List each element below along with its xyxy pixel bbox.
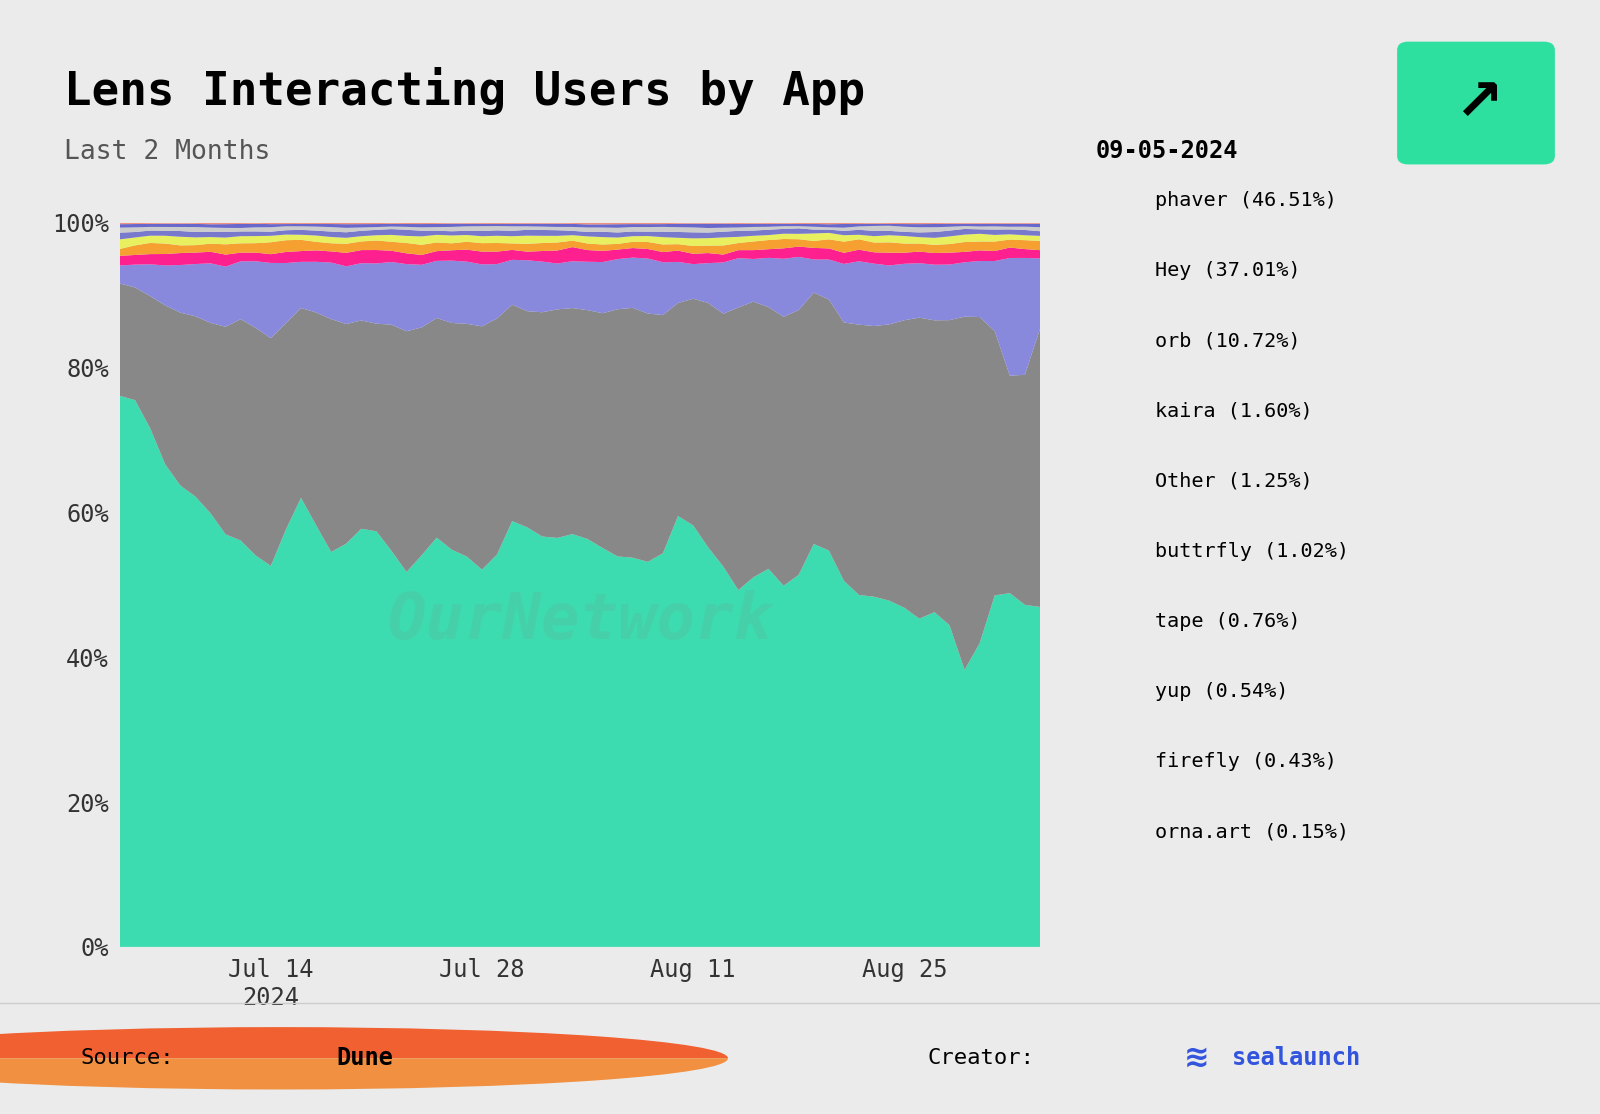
Text: Last 2 Months: Last 2 Months — [64, 139, 270, 165]
Text: Hey (37.01%): Hey (37.01%) — [1155, 261, 1301, 281]
Text: phaver (46.51%): phaver (46.51%) — [1155, 190, 1338, 211]
Text: Lens Interacting Users by App: Lens Interacting Users by App — [64, 67, 866, 115]
Text: ↗: ↗ — [1454, 75, 1502, 131]
Text: orb (10.72%): orb (10.72%) — [1155, 331, 1301, 351]
Text: Dune: Dune — [336, 1046, 394, 1071]
Text: Source:: Source: — [80, 1048, 174, 1068]
Text: yup (0.54%): yup (0.54%) — [1155, 682, 1288, 702]
Text: kaira (1.60%): kaira (1.60%) — [1155, 401, 1314, 421]
Text: sealaunch: sealaunch — [1232, 1046, 1360, 1071]
Text: OurNetwork: OurNetwork — [387, 590, 773, 652]
Text: tape (0.76%): tape (0.76%) — [1155, 612, 1301, 632]
Text: orna.art (0.15%): orna.art (0.15%) — [1155, 822, 1349, 842]
Text: firefly (0.43%): firefly (0.43%) — [1155, 752, 1338, 772]
Text: Other (1.25%): Other (1.25%) — [1155, 471, 1314, 491]
Wedge shape — [0, 1058, 728, 1089]
FancyBboxPatch shape — [1397, 41, 1555, 165]
Text: buttrfly (1.02%): buttrfly (1.02%) — [1155, 541, 1349, 561]
Text: 09-05-2024: 09-05-2024 — [1096, 139, 1238, 164]
Text: Creator:: Creator: — [928, 1048, 1035, 1068]
Wedge shape — [0, 1027, 728, 1058]
Text: ≋: ≋ — [1184, 1044, 1210, 1073]
